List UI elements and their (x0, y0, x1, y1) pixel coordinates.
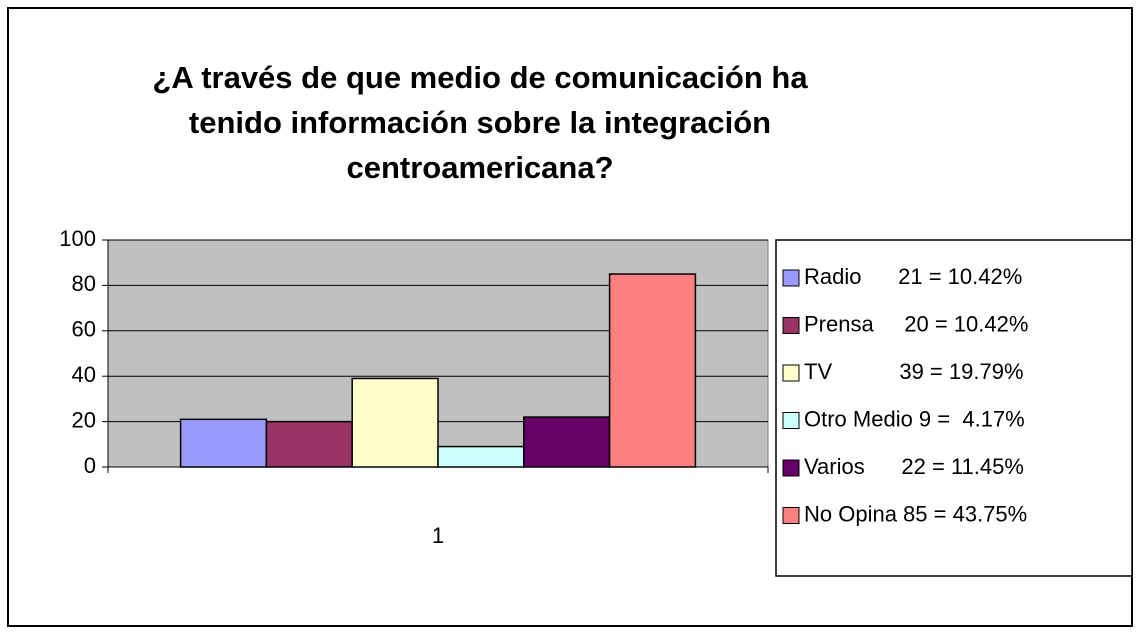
bar (523, 416, 611, 468)
y-tick-label: 80 (72, 271, 96, 296)
chart-title: tenido información sobre la integración (189, 105, 771, 140)
legend-swatch (782, 507, 800, 524)
legend-label: No Opina 85 = 43.75% (804, 501, 1027, 526)
y-tick-label: 40 (72, 362, 96, 387)
legend-swatch (782, 412, 800, 429)
bar (179, 418, 268, 468)
chart-title: ¿A través de que medio de comunicación h… (152, 60, 808, 95)
legend-label: Varios 22 = 11.45% (804, 454, 1024, 479)
legend-swatch (782, 317, 800, 334)
bar (608, 273, 697, 468)
legend (775, 239, 1133, 577)
legend-swatch (782, 459, 800, 477)
legend-swatch (782, 269, 800, 287)
bar (437, 445, 525, 468)
legend-label: Otro Medio 9 = 4.17% (804, 406, 1025, 431)
chart-title: centroamericana? (346, 150, 613, 185)
y-tick-label: 0 (84, 453, 96, 478)
legend-label: Prensa 20 = 10.42% (804, 311, 1028, 336)
y-tick-label: 100 (59, 226, 96, 251)
bar (351, 377, 439, 468)
y-tick-label: 20 (72, 407, 96, 432)
y-tick-label: 60 (72, 317, 96, 342)
legend-swatch (782, 364, 800, 382)
legend-label: Radio 21 = 10.42% (804, 264, 1022, 289)
legend-label: TV 39 = 19.79% (804, 359, 1024, 384)
x-tick-label: 1 (432, 523, 444, 548)
bar (265, 420, 353, 468)
